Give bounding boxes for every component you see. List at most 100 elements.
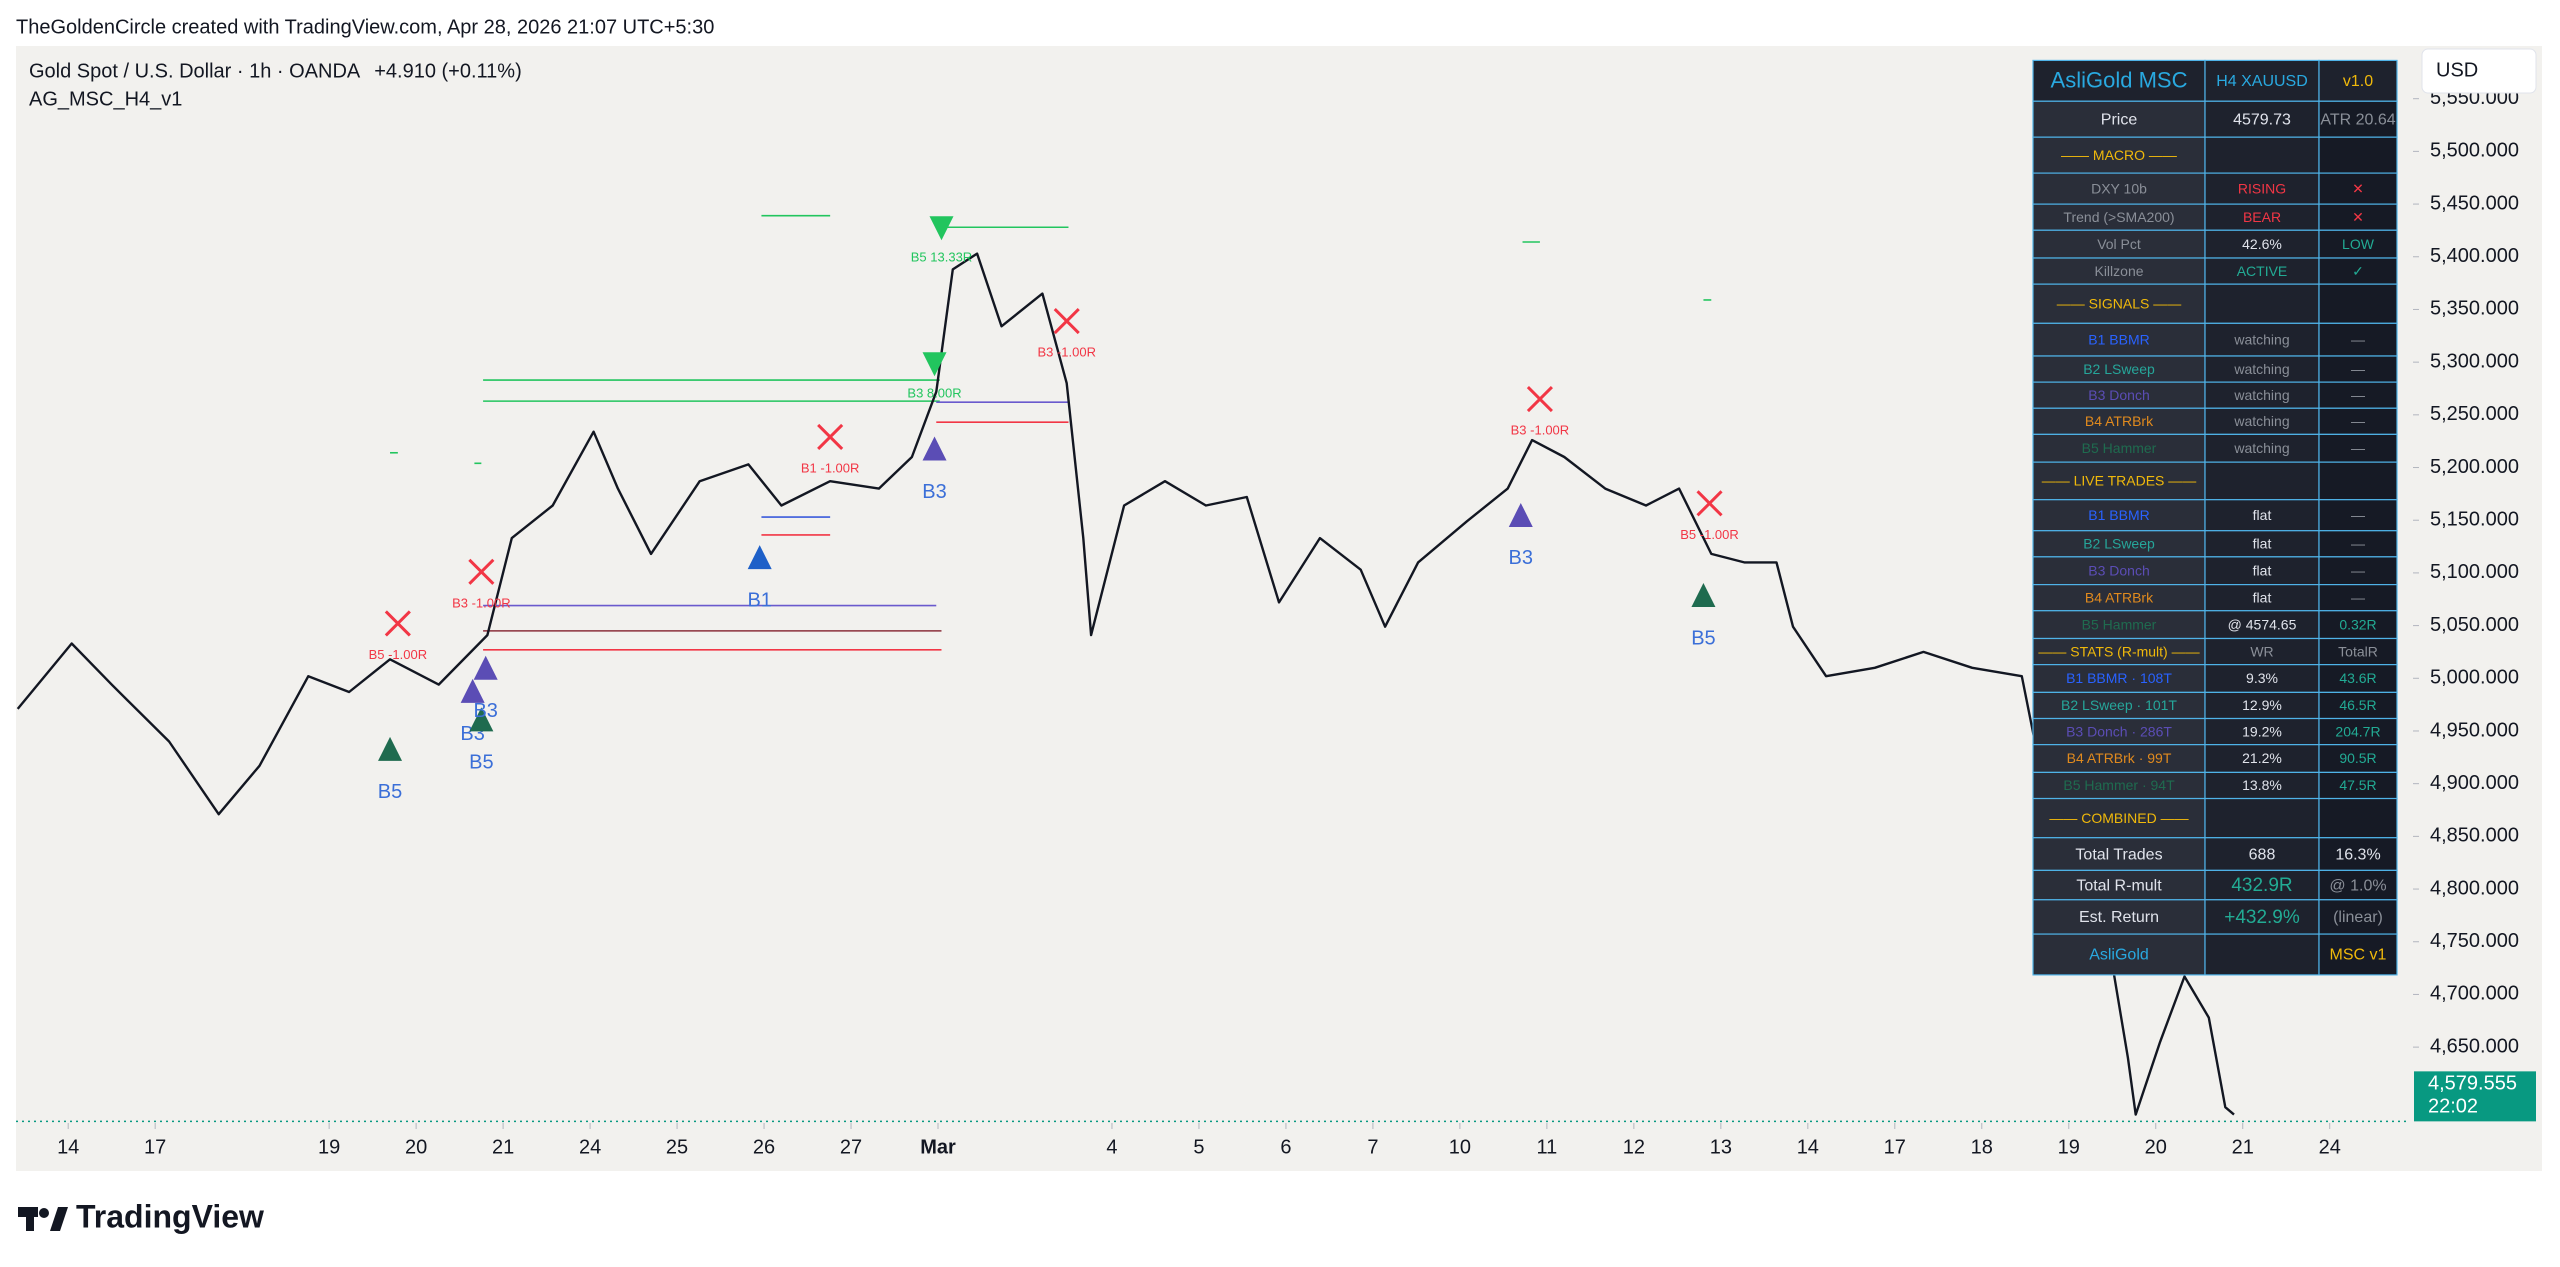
table-text: B5 Hammer xyxy=(2082,616,2157,632)
y-tick-label: 4,700.000 xyxy=(2430,983,2519,1005)
exit-label: B3 -1.00R xyxy=(452,595,511,610)
table-cell xyxy=(2032,530,2206,558)
exit-marker xyxy=(1696,490,1723,517)
table-cell xyxy=(2318,257,2398,285)
table-text: B2 LSweep xyxy=(2083,535,2155,551)
table-cell xyxy=(2318,771,2398,800)
table-cell xyxy=(2204,355,2320,383)
table-text: Total R-mult xyxy=(2076,877,2162,894)
table-cell xyxy=(2032,203,2206,231)
exit-marker xyxy=(1053,307,1080,335)
table-text: RISING xyxy=(2238,180,2286,196)
table-cell xyxy=(2032,355,2206,383)
table-text: ATR 20.64 xyxy=(2320,111,2395,128)
y-tick-label: 5,250.000 xyxy=(2430,403,2519,425)
table-text: ✓ xyxy=(2352,263,2364,279)
table-text: LOW xyxy=(2342,236,2375,252)
table-text: WR xyxy=(2250,643,2273,659)
table-text: —— MACRO —— xyxy=(2061,147,2177,163)
signal-triangle-up xyxy=(378,736,403,761)
table-text: flat xyxy=(2253,535,2272,551)
table-cell xyxy=(2032,869,2206,901)
table-text: Killzone xyxy=(2094,263,2143,279)
table-cell xyxy=(2318,584,2398,612)
table-text: Trend (>SMA200) xyxy=(2063,209,2174,225)
table-cell xyxy=(2032,229,2206,259)
x-tick-label: 21 xyxy=(492,1136,514,1158)
signal-triangle-up xyxy=(747,545,772,570)
table-cell xyxy=(2318,797,2398,839)
table-text: Est. Return xyxy=(2079,909,2159,926)
table-text: 204.7R xyxy=(2335,723,2380,739)
exit-label: B3 -1.00R xyxy=(1037,344,1096,359)
x-tick-label: 19 xyxy=(318,1136,340,1158)
table-cell xyxy=(2204,433,2320,463)
dashboard-table: AsliGold MSC H4 XAUUSD v1.0 Price 4579.73 ATR… xyxy=(2032,59,2398,976)
signal-label: B3 xyxy=(473,700,497,722)
table-text: 4579.73 xyxy=(2233,111,2291,128)
table-cell xyxy=(2318,283,2398,324)
table-text: TotalR xyxy=(2338,643,2378,659)
signal-triangle-down xyxy=(929,216,954,241)
table-text: 21.2% xyxy=(2242,750,2282,766)
table-cell xyxy=(2032,637,2206,666)
signal-label: B3 8.00R xyxy=(907,386,961,401)
x-tick-label: 21 xyxy=(2232,1136,2254,1158)
logo-icon xyxy=(50,1207,68,1231)
table-cell xyxy=(2318,461,2398,501)
table-text: v1.0 xyxy=(2343,73,2373,90)
exit-label: B3 -1.00R xyxy=(1511,422,1570,437)
table-text: —— SIGNALS —— xyxy=(2057,295,2181,311)
table-cell xyxy=(2204,933,2320,976)
x-tick-label: Mar xyxy=(920,1136,956,1158)
table-cell xyxy=(2318,407,2398,435)
table-text: B2 LSweep xyxy=(2083,361,2155,377)
x-tick-label: 4 xyxy=(1106,1136,1117,1158)
x-tick-label: 20 xyxy=(405,1136,427,1158)
table-text: —— COMBINED —— xyxy=(2049,810,2188,826)
table-cell xyxy=(2318,610,2398,640)
currency[interactable]: USD xyxy=(2436,59,2478,81)
table-cell xyxy=(2204,461,2320,501)
table-text: B4 ATRBrk xyxy=(2085,413,2154,429)
table-text: B4 ATRBrk · 99T xyxy=(2067,750,2172,766)
x-tick-label: 11 xyxy=(1536,1136,1557,1158)
x-tick-label: 14 xyxy=(57,1136,79,1158)
table-text: B2 LSweep · 101T xyxy=(2061,697,2177,713)
table-cell xyxy=(2318,664,2398,693)
table-text: — xyxy=(2351,589,2365,605)
x-tick-label: 10 xyxy=(1449,1136,1471,1158)
table-text: B5 Hammer xyxy=(2082,440,2157,456)
table-text: — xyxy=(2351,331,2365,347)
table-text: @ 4574.65 xyxy=(2228,616,2297,632)
table-text: flat xyxy=(2253,507,2272,523)
table-cell xyxy=(2032,797,2206,839)
y-tick-label: 4,900.000 xyxy=(2430,772,2519,794)
x-tick-label: 13 xyxy=(1710,1136,1732,1158)
signal-label: B3 xyxy=(922,481,946,503)
table-cell xyxy=(2204,257,2320,285)
exit-label: B5 -1.00R xyxy=(369,647,428,662)
exit-label: B5 -1.00R xyxy=(1680,527,1739,542)
y-tick-label: 5,400.000 xyxy=(2430,245,2519,267)
plot: 5,550.0005,500.0005,450.0005,400.0005,35… xyxy=(16,87,2536,1158)
table-text: B5 Hammer · 94T xyxy=(2063,777,2175,793)
y-tick-label: 4,750.000 xyxy=(2430,930,2519,952)
table-text: H4 XAUUSD xyxy=(2216,73,2308,90)
table-text: AsliGold xyxy=(2089,947,2149,964)
table-cell xyxy=(2318,136,2398,174)
table-text: 12.9% xyxy=(2242,697,2282,713)
table-text: 90.5R xyxy=(2339,750,2376,766)
table-text: 9.3% xyxy=(2246,670,2278,686)
table-cell xyxy=(2032,691,2206,720)
x-tick-label: 14 xyxy=(1797,1136,1819,1158)
table-text: 13.8% xyxy=(2242,777,2282,793)
table-cell xyxy=(2204,717,2320,746)
signal-label: B5 xyxy=(469,752,493,774)
x-tick-label: 19 xyxy=(2058,1136,2080,1158)
table-text: — xyxy=(2351,361,2365,377)
table-cell xyxy=(2032,59,2206,102)
currency-box[interactable] xyxy=(2421,48,2537,94)
table-cell xyxy=(2204,837,2320,871)
table-cell xyxy=(2204,136,2320,174)
